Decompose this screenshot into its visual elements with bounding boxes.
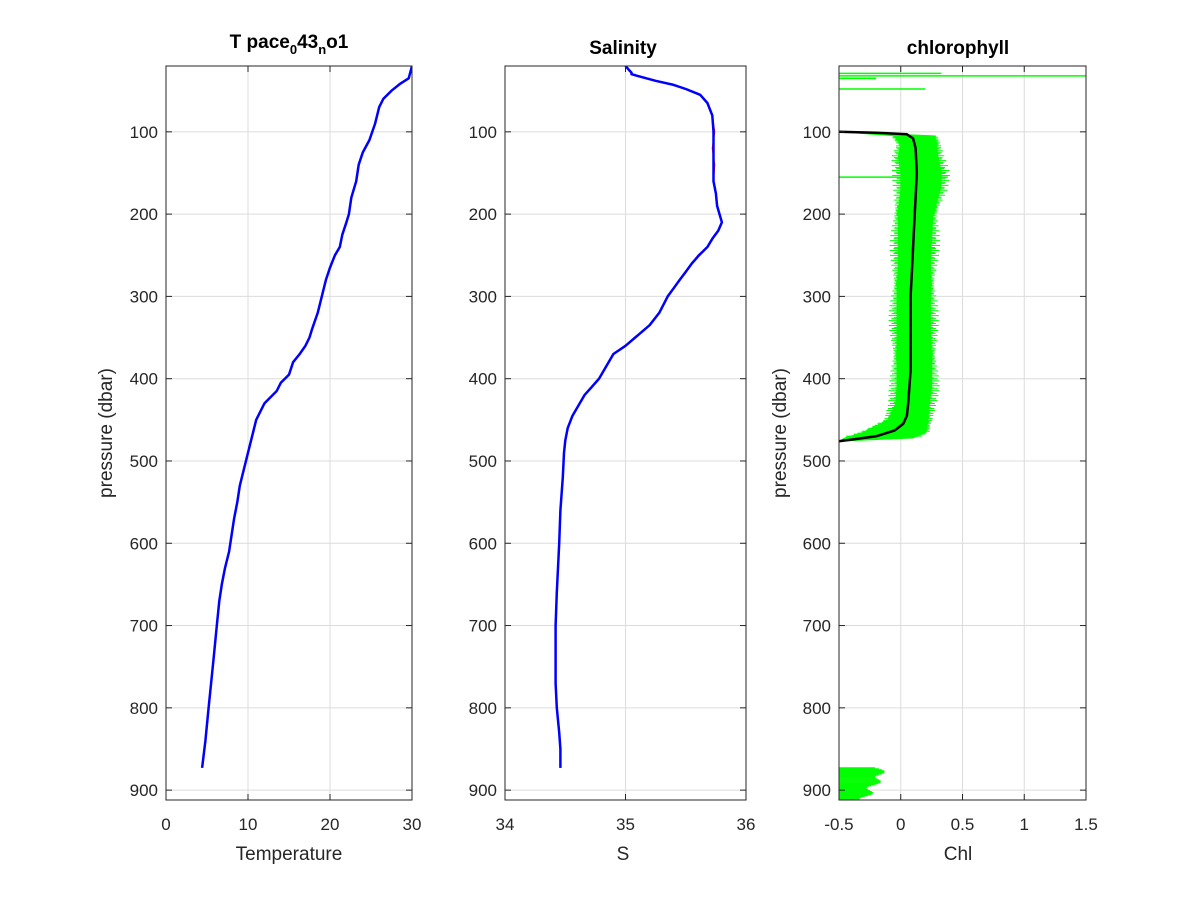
temperature-y-tick-label: 600 [130, 534, 158, 553]
chlorophyll-y-tick-label: 700 [803, 617, 831, 636]
chlorophyll-panel: chlorophyll Chl pressure (dbar) -0.5 0 0.5… [770, 38, 1098, 865]
chlorophyll-x-tick-label: 0.5 [951, 815, 975, 834]
salinity-y-tick-label: 700 [469, 617, 497, 636]
chlorophyll-x-tick-label: 1 [1020, 815, 1029, 834]
chlorophyll-x-axis-label: Chl [944, 844, 973, 865]
salinity-y-tick-label: 200 [469, 205, 497, 224]
salinity-y-tick-label: 500 [469, 452, 497, 471]
temperature-y-tick-label: 900 [130, 781, 158, 800]
salinity-y-tick-label: 300 [469, 287, 497, 306]
chlorophyll-x-tick-label: 0 [896, 815, 905, 834]
salinity-y-tick-label: 600 [469, 534, 497, 553]
chlorophyll-y-tick-label: 600 [803, 534, 831, 553]
chlorophyll-y-tick-label: 500 [803, 452, 831, 471]
temperature-panel: T pace043no1 Temperature pressure (dbar)… [96, 32, 421, 865]
temperature-x-tick-label: 30 [403, 815, 422, 834]
temperature-series-profile-line [200, 66, 412, 769]
salinity-x-tick-label: 34 [496, 815, 515, 834]
chlorophyll-x-tick-label: -0.5 [824, 815, 853, 834]
chlorophyll-series-smoothed-line [839, 130, 919, 443]
salinity-series-smoothed-line [554, 66, 724, 768]
temperature-x-tick-label: 20 [321, 815, 340, 834]
salinity-x-axis-label: S [617, 844, 630, 865]
temperature-y-tick-label: 800 [130, 699, 158, 718]
chlorophyll-y-axis-label: pressure (dbar) [770, 368, 791, 498]
temperature-y-tick-label: 200 [130, 205, 158, 224]
temperature-x-tick-label: 10 [239, 815, 258, 834]
y-axis-label: pressure (dbar) [96, 368, 117, 498]
chlorophyll-y-tick-label: 100 [803, 123, 831, 142]
temperature-x-axis-label: Temperature [236, 844, 343, 865]
salinity-x-tick-label: 35 [616, 815, 635, 834]
salinity-y-tick-label: 800 [469, 699, 497, 718]
temperature-y-tick-label: 700 [130, 617, 158, 636]
chlorophyll-y-tick-label: 300 [803, 287, 831, 306]
temperature-y-tick-label: 500 [130, 452, 158, 471]
salinity-y-tick-label: 400 [469, 370, 497, 389]
salinity-y-tick-label: 100 [469, 123, 497, 142]
temperature-y-tick-label: 400 [130, 370, 158, 389]
chlorophyll-y-tick-label: 200 [803, 205, 831, 224]
temperature-y-tick-label: 100 [130, 123, 158, 142]
salinity-panel-title: Salinity [589, 38, 657, 59]
salinity-y-tick-label: 900 [469, 781, 497, 800]
salinity-panel: Salinity S 34 35 36 100 200 300 400 500 600 700 80… [469, 38, 756, 865]
temperature-y-tick-label: 300 [130, 287, 158, 306]
chlorophyll-y-tick-label: 400 [803, 370, 831, 389]
chlorophyll-x-tick-label: 1.5 [1074, 815, 1098, 834]
temperature-axes-frame [165, 65, 413, 801]
chlorophyll-panel-title: chlorophyll [907, 38, 1009, 59]
chlorophyll-y-tick-label: 800 [803, 699, 831, 718]
chlorophyll-y-tick-label: 900 [803, 781, 831, 800]
temperature-panel-title: T pace043no1 [230, 32, 349, 57]
temperature-x-tick-label: 0 [161, 815, 170, 834]
salinity-x-tick-label: 36 [737, 815, 756, 834]
